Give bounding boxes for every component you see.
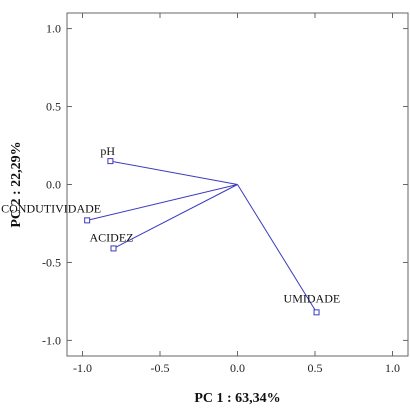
x-tick-label: -0.5 — [151, 361, 170, 375]
y-tick-label: 0.0 — [46, 178, 61, 192]
label-ph: pH — [100, 144, 115, 158]
loading-vectors: pH CONDUTIVIDADE ACIDEZ UMIDADE — [1, 144, 341, 316]
y-tick-label: 0.5 — [46, 100, 61, 114]
x-axis-title: PC 1 : 63,34% — [194, 391, 280, 406]
vector-acidez — [113, 184, 238, 249]
x-tick-label: -1.0 — [73, 361, 92, 375]
marker-acidez — [110, 245, 117, 252]
y-tick-label: 1.0 — [46, 22, 61, 36]
vector-umidade — [237, 184, 317, 313]
marker-ph — [107, 158, 114, 165]
y-tick-label: -1.0 — [42, 333, 61, 347]
label-umidade: UMIDADE — [284, 291, 341, 305]
label-condutividade: CONDUTIVIDADE — [1, 201, 101, 215]
x-axis: -1.0 -0.5 0.0 0.5 1.0 — [73, 13, 400, 375]
label-acidez: ACIDEZ — [90, 230, 134, 244]
x-tick-label: 1.0 — [385, 361, 400, 375]
y-axis: 1.0 0.5 0.0 -0.5 -1.0 — [42, 22, 408, 347]
marker-umidade — [313, 309, 320, 316]
y-tick-label: -0.5 — [42, 255, 61, 269]
vector-ph — [110, 160, 238, 185]
y-axis-title: PC 2 : 22,29% — [9, 141, 24, 227]
x-tick-label: 0.0 — [230, 361, 245, 375]
vector-condutividade — [87, 184, 238, 221]
marker-condutividade — [84, 217, 91, 224]
x-tick-label: 0.5 — [308, 361, 323, 375]
